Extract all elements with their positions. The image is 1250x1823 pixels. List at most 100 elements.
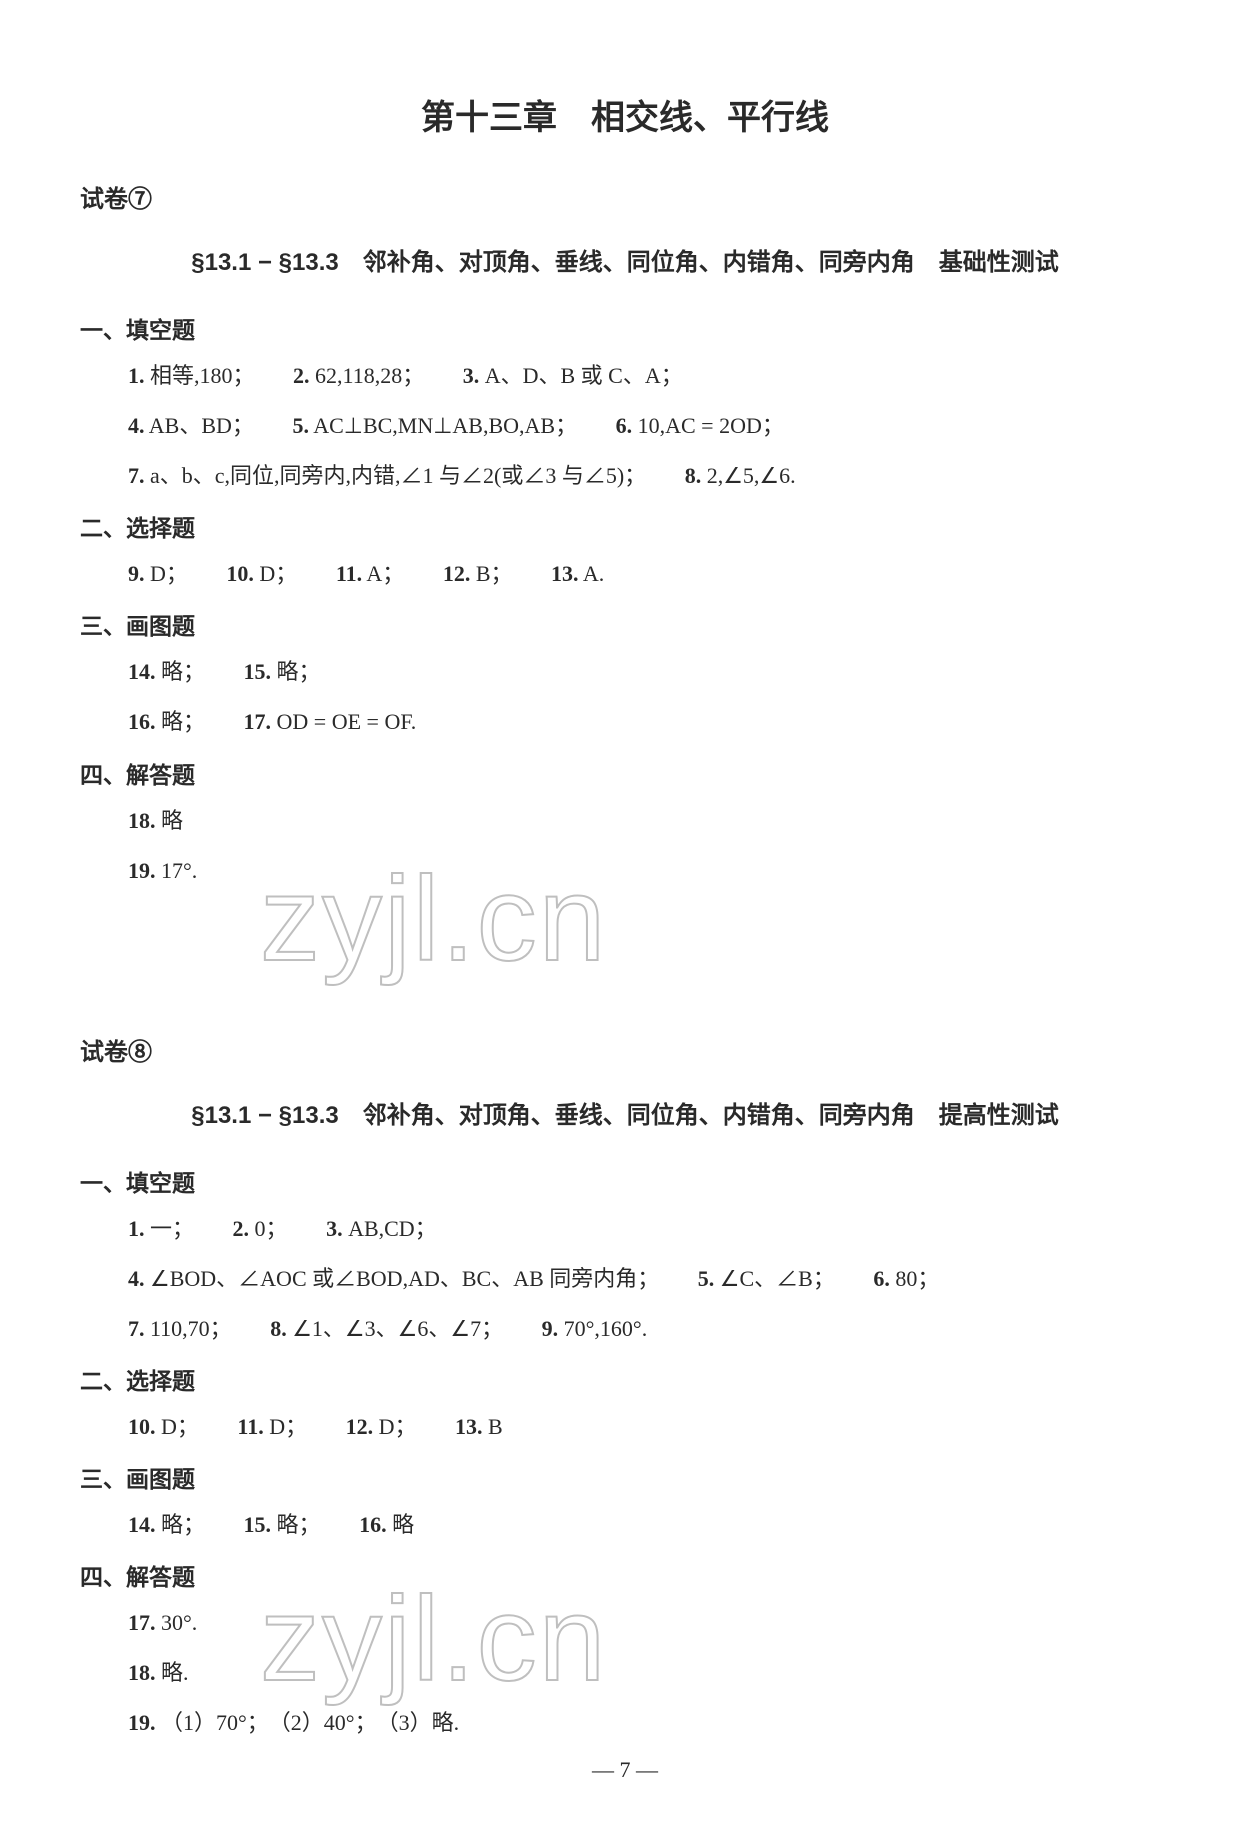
- answer-line: 7. 110,70； 8. ∠1、∠3、∠6、∠7； 9. 70°,160°.: [128, 1312, 1170, 1346]
- answer-line: 1. 一； 2. 0； 3. AB,CD；: [128, 1212, 1170, 1246]
- answer-line: 16. 略； 17. OD = OE = OF.: [128, 705, 1170, 739]
- answer-text: 70°,160°.: [564, 1316, 648, 1341]
- answer-text: AC⊥BC,MN⊥AB,BO,AB；: [313, 413, 566, 438]
- answer-text: OD = OE = OF.: [277, 709, 417, 734]
- answer-text: （1）70°； （2）40°； （3）略.: [161, 1710, 459, 1735]
- answer-num: 13.: [455, 1414, 483, 1439]
- answer-text: D；: [259, 561, 286, 586]
- section-title: §13.1 − §13.3 邻补角、对顶角、垂线、同位角、内错角、同旁内角 提高…: [80, 1095, 1170, 1130]
- answer-num: 19.: [128, 858, 156, 883]
- answer-num: 11.: [336, 561, 362, 586]
- group-header: 二、选择题: [80, 509, 1170, 543]
- group-header: 四、解答题: [80, 756, 1170, 790]
- answer-num: 12.: [346, 1414, 374, 1439]
- answer-line: 17. 30°.: [128, 1606, 1170, 1640]
- answer-line: 9. D； 10. D； 11. A； 12. B； 13. A.: [128, 557, 1170, 591]
- answer-num: 16.: [128, 709, 156, 734]
- answer-num: 17.: [244, 709, 272, 734]
- answer-line: 19. （1）70°； （2）40°； （3）略.: [128, 1706, 1170, 1740]
- answer-num: 14.: [128, 659, 156, 684]
- group-header: 四、解答题: [80, 1558, 1170, 1592]
- answer-num: 15.: [244, 659, 272, 684]
- answer-num: 1.: [128, 363, 145, 388]
- answer-text: AB、BD；: [149, 413, 243, 438]
- answer-num: 15.: [244, 1512, 272, 1537]
- answer-num: 4.: [128, 1266, 145, 1291]
- answer-text: 略: [161, 808, 183, 833]
- group-header: 三、画图题: [80, 607, 1170, 641]
- answer-text: D；: [150, 561, 177, 586]
- answer-num: 7.: [128, 1316, 145, 1341]
- answer-text: A；: [366, 561, 393, 586]
- answer-text: 110,70；: [150, 1316, 221, 1341]
- answer-text: 略；: [161, 709, 194, 734]
- answer-text: AB,CD；: [348, 1216, 437, 1241]
- answer-num: 5.: [698, 1266, 715, 1291]
- answer-num: 4.: [128, 413, 145, 438]
- answer-num: 9.: [542, 1316, 559, 1341]
- answer-text: D；: [161, 1414, 188, 1439]
- answer-num: 2.: [293, 363, 310, 388]
- answer-num: 6.: [873, 1266, 890, 1291]
- answer-line: 19. 17°.: [128, 854, 1170, 888]
- answer-text: ∠BOD、∠AOC 或∠BOD,AD、BC、AB 同旁内角；: [150, 1266, 648, 1291]
- answer-num: 8.: [685, 463, 702, 488]
- answer-text: 2,∠5,∠6.: [707, 463, 796, 488]
- answer-line: 1. 相等,180； 2. 62,118,28； 3. A、D、B 或 C、A；: [128, 359, 1170, 393]
- answer-line: 4. AB、BD； 5. AC⊥BC,MN⊥AB,BO,AB； 6. 10,AC…: [128, 409, 1170, 443]
- answer-text: D；: [379, 1414, 406, 1439]
- test-label: 试卷⑦: [80, 179, 1170, 214]
- answer-num: 8.: [270, 1316, 287, 1341]
- answer-text: 相等,180；: [150, 363, 244, 388]
- answer-num: 11.: [237, 1414, 263, 1439]
- answer-text: 17°.: [161, 858, 197, 883]
- answer-num: 13.: [551, 561, 579, 586]
- answer-text: 一；: [150, 1216, 183, 1241]
- answer-text: B: [488, 1414, 503, 1439]
- answer-num: 10.: [226, 561, 254, 586]
- answer-num: 14.: [128, 1512, 156, 1537]
- answer-line: 18. 略: [128, 804, 1170, 838]
- answer-text: D；: [269, 1414, 296, 1439]
- answer-num: 3.: [326, 1216, 343, 1241]
- answer-line: 18. 略.: [128, 1656, 1170, 1690]
- chapter-title: 第十三章 相交线、平行线: [80, 90, 1170, 139]
- group-header: 三、画图题: [80, 1460, 1170, 1494]
- answer-num: 5.: [292, 413, 309, 438]
- answer-text: 0；: [255, 1216, 277, 1241]
- group-header: 一、填空题: [80, 1164, 1170, 1198]
- answer-text: A、D、B 或 C、A；: [485, 363, 683, 388]
- group-header: 二、选择题: [80, 1362, 1170, 1396]
- page-content: 第十三章 相交线、平行线 试卷⑦ §13.1 − §13.3 邻补角、对顶角、垂…: [0, 0, 1250, 1823]
- answer-line: 4. ∠BOD、∠AOC 或∠BOD,AD、BC、AB 同旁内角； 5. ∠C、…: [128, 1262, 1170, 1296]
- answer-num: 9.: [128, 561, 145, 586]
- answer-num: 18.: [128, 808, 156, 833]
- answer-text: B；: [476, 561, 502, 586]
- answer-text: 略；: [161, 659, 194, 684]
- answer-text: 10,AC = 2OD；: [638, 413, 784, 438]
- answer-line: 10. D； 11. D； 12. D； 13. B: [128, 1410, 1170, 1444]
- answer-text: 30°.: [161, 1610, 197, 1635]
- answer-line: 14. 略； 15. 略； 16. 略: [128, 1508, 1170, 1542]
- answer-num: 10.: [128, 1414, 156, 1439]
- answer-num: 2.: [233, 1216, 250, 1241]
- answer-num: 19.: [128, 1710, 156, 1735]
- answer-num: 17.: [128, 1610, 156, 1635]
- answer-num: 6.: [616, 413, 633, 438]
- test-label: 试卷⑧: [80, 1032, 1170, 1067]
- answer-line: 14. 略； 15. 略；: [128, 655, 1170, 689]
- page-number: — 7 —: [80, 1757, 1170, 1783]
- answer-line: 7. a、b、c,同位,同旁内,内错,∠1 与∠2(或∠3 与∠5)； 8. 2…: [128, 459, 1170, 493]
- answer-text: 80；: [895, 1266, 939, 1291]
- answer-num: 7.: [128, 463, 145, 488]
- answer-num: 1.: [128, 1216, 145, 1241]
- answer-text: ∠C、∠B；: [720, 1266, 824, 1291]
- answer-text: 62,118,28；: [315, 363, 413, 388]
- answer-text: a、b、c,同位,同旁内,内错,∠1 与∠2(或∠3 与∠5)；: [150, 463, 635, 488]
- answer-text: 略；: [277, 659, 321, 684]
- section-title: §13.1 − §13.3 邻补角、对顶角、垂线、同位角、内错角、同旁内角 基础…: [80, 242, 1170, 277]
- answer-num: 3.: [463, 363, 480, 388]
- answer-num: 16.: [359, 1512, 387, 1537]
- answer-text: 略；: [277, 1512, 310, 1537]
- group-header: 一、填空题: [80, 311, 1170, 345]
